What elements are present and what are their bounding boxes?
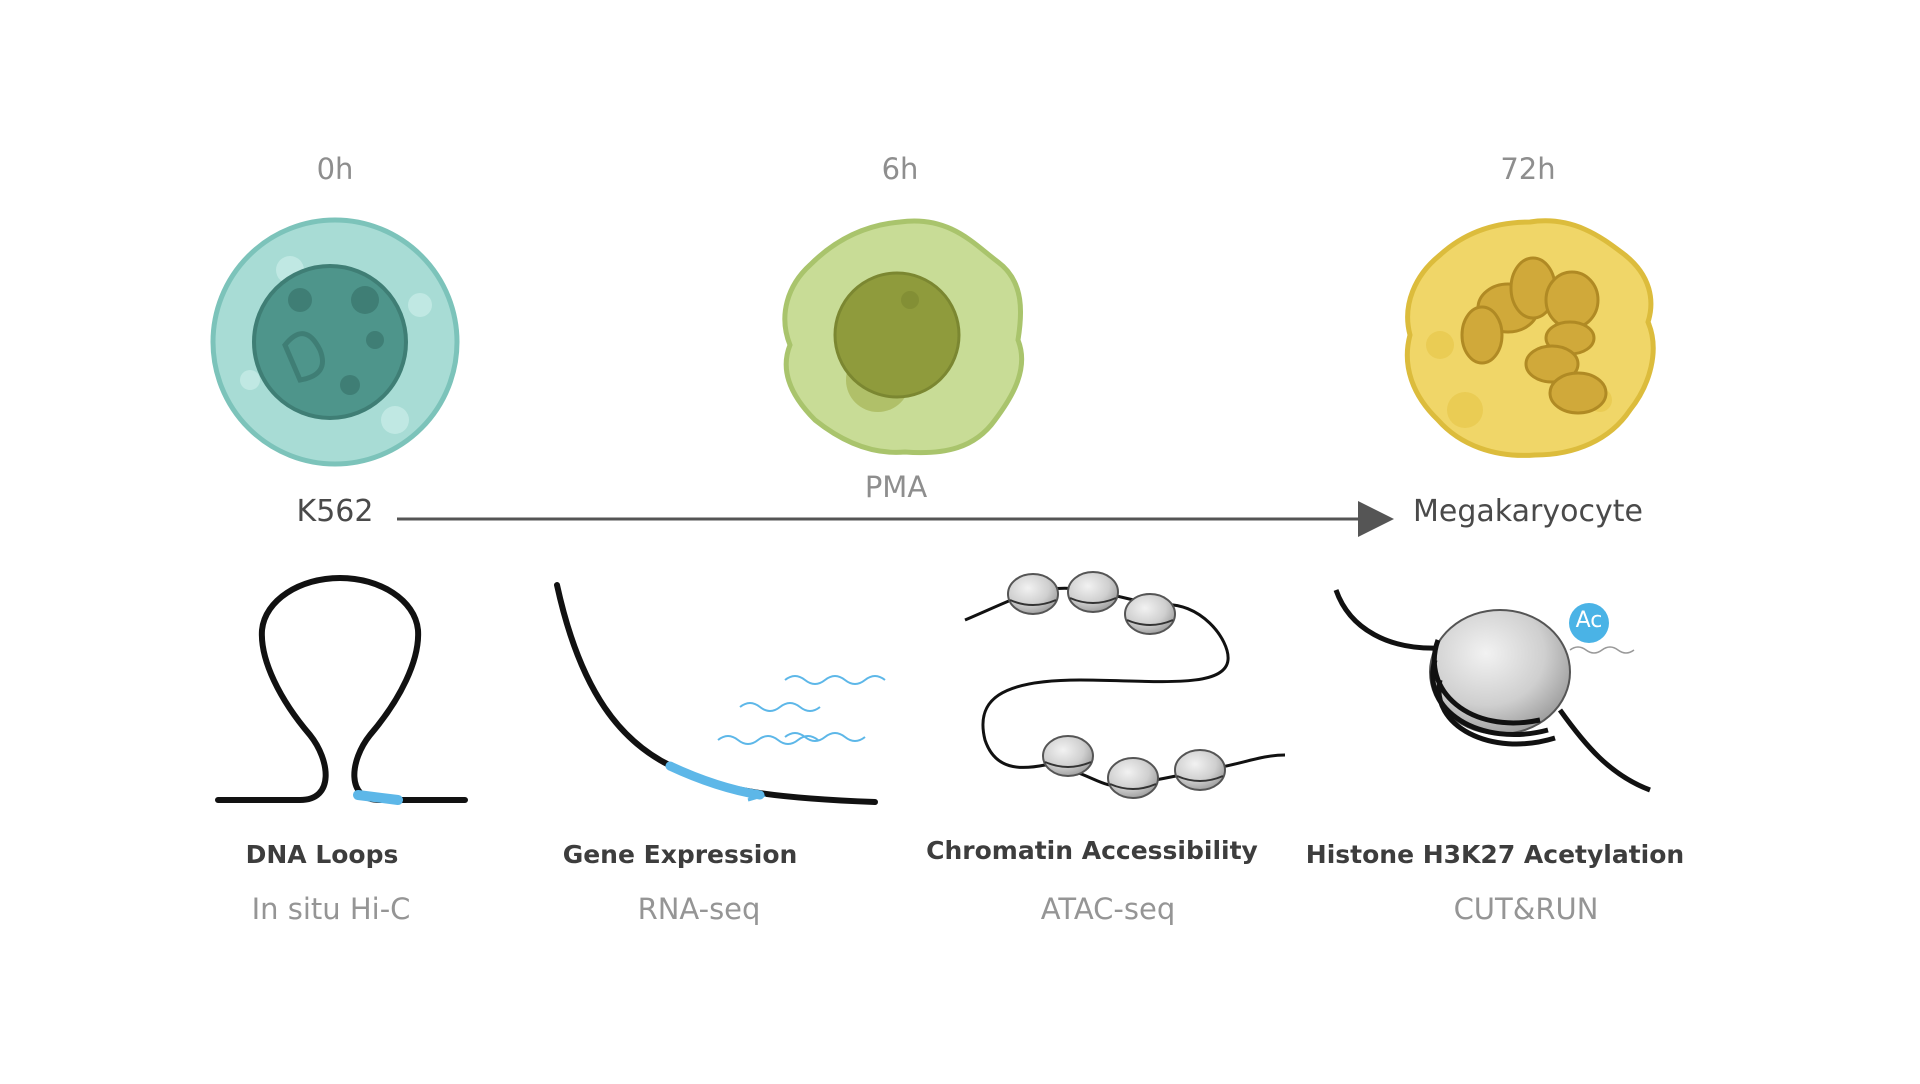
timepoint-label: 6h	[881, 152, 919, 186]
gene-expression-icon	[554, 582, 886, 805]
timepoint-label: 0h	[316, 152, 354, 186]
assay-title: DNA Loops	[245, 840, 399, 869]
treatment-label: PMA	[864, 470, 928, 504]
assay-title: Histone H3K27 Acetylation	[1305, 840, 1685, 869]
megakaryocyte-cell-icon	[1404, 218, 1656, 458]
start-cell-label: K562	[296, 494, 374, 529]
acetyl-mark-icon	[1569, 603, 1609, 643]
assay-method: RNA-seq	[637, 892, 761, 926]
end-cell-label: Megakaryocyte	[1413, 494, 1643, 529]
k562-cell-icon	[210, 217, 460, 467]
timepoint-label: 72h	[1500, 152, 1556, 186]
acetyl-mark-label: Ac	[1575, 608, 1603, 633]
chromatin-accessibility-icon	[964, 571, 1286, 799]
dna-loop-icon	[215, 574, 468, 805]
assay-method: CUT&RUN	[1453, 892, 1599, 926]
assay-title: Chromatin Accessibility	[926, 836, 1258, 865]
assay-method: ATAC-seq	[1040, 892, 1176, 926]
assay-method: In situ Hi-C	[251, 892, 411, 926]
pma-cell-icon	[782, 218, 1025, 456]
assay-title: Gene Expression	[562, 840, 798, 869]
histone-acetylation-icon	[1333, 589, 1651, 793]
